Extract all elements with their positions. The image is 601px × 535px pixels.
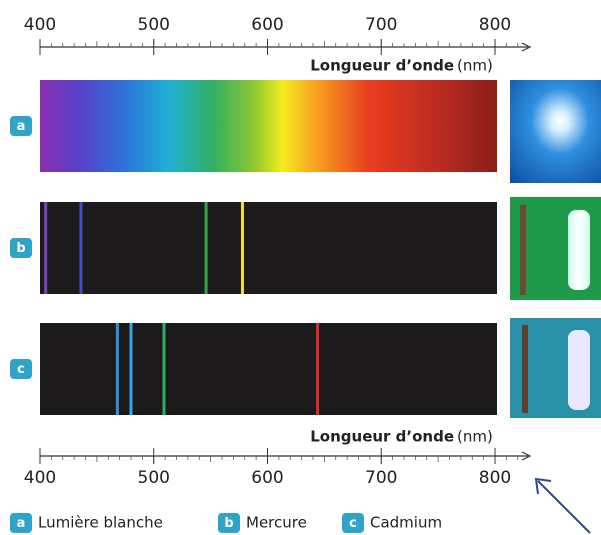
legend-label: Mercure bbox=[246, 514, 307, 532]
tick-label: 700 bbox=[365, 468, 397, 488]
pointer-arrow bbox=[538, 481, 590, 533]
axis-unit: (nm) bbox=[457, 428, 493, 446]
photos bbox=[510, 80, 601, 418]
tick-label: 800 bbox=[479, 468, 511, 488]
tick-label: 600 bbox=[251, 468, 283, 488]
spectrum-band bbox=[40, 323, 497, 415]
spectrum-badge-letter: b bbox=[16, 241, 25, 256]
legend: a Lumière blanche b Mercure c Cadmium bbox=[10, 513, 442, 533]
legend-label: Cadmium bbox=[370, 514, 442, 532]
emission-line bbox=[130, 323, 133, 415]
tick-label: 400 bbox=[24, 15, 56, 35]
tick-label: 500 bbox=[138, 468, 170, 488]
spectra: a b c bbox=[10, 80, 497, 415]
legend-badge-letter: b bbox=[224, 516, 233, 531]
emission-line bbox=[116, 323, 119, 415]
photo-rod bbox=[522, 325, 528, 413]
emission-line bbox=[44, 202, 47, 294]
legend-badge-letter: c bbox=[349, 516, 357, 531]
tick-label: 500 bbox=[138, 15, 170, 35]
photo-sun bbox=[510, 80, 601, 183]
top-axis: 400 500 600 700 800 Longueur d’onde(nm) bbox=[24, 15, 530, 75]
tick-label: 700 bbox=[365, 15, 397, 35]
axis-label: Longueur d’onde bbox=[310, 57, 454, 75]
tick-label: 400 bbox=[24, 468, 56, 488]
legend-label: Lumière blanche bbox=[38, 514, 163, 532]
photo-tube bbox=[568, 330, 590, 410]
photo-tube bbox=[568, 210, 590, 290]
bottom-axis: 400 500 600 700 800 Longueur d’onde(nm) bbox=[24, 428, 530, 489]
emission-line bbox=[162, 323, 165, 415]
tick-label: 800 bbox=[479, 15, 511, 35]
axis-label: Longueur d’onde bbox=[310, 428, 454, 446]
tick-label: 600 bbox=[251, 15, 283, 35]
emission-line bbox=[316, 323, 319, 415]
figure: 400500600700800Longueur d’onde(nm) abc 4… bbox=[0, 0, 601, 535]
emission-line bbox=[205, 202, 208, 294]
emission-line bbox=[241, 202, 244, 294]
spectrum-badge-letter: a bbox=[17, 119, 26, 134]
spectrum-band bbox=[40, 80, 497, 172]
photo-rod bbox=[520, 205, 526, 295]
axis-unit: (nm) bbox=[457, 57, 493, 75]
legend-badge-letter: a bbox=[17, 516, 26, 531]
emission-line bbox=[79, 202, 82, 294]
spectrum-badge-letter: c bbox=[17, 362, 25, 377]
spectrum-band bbox=[40, 202, 497, 294]
